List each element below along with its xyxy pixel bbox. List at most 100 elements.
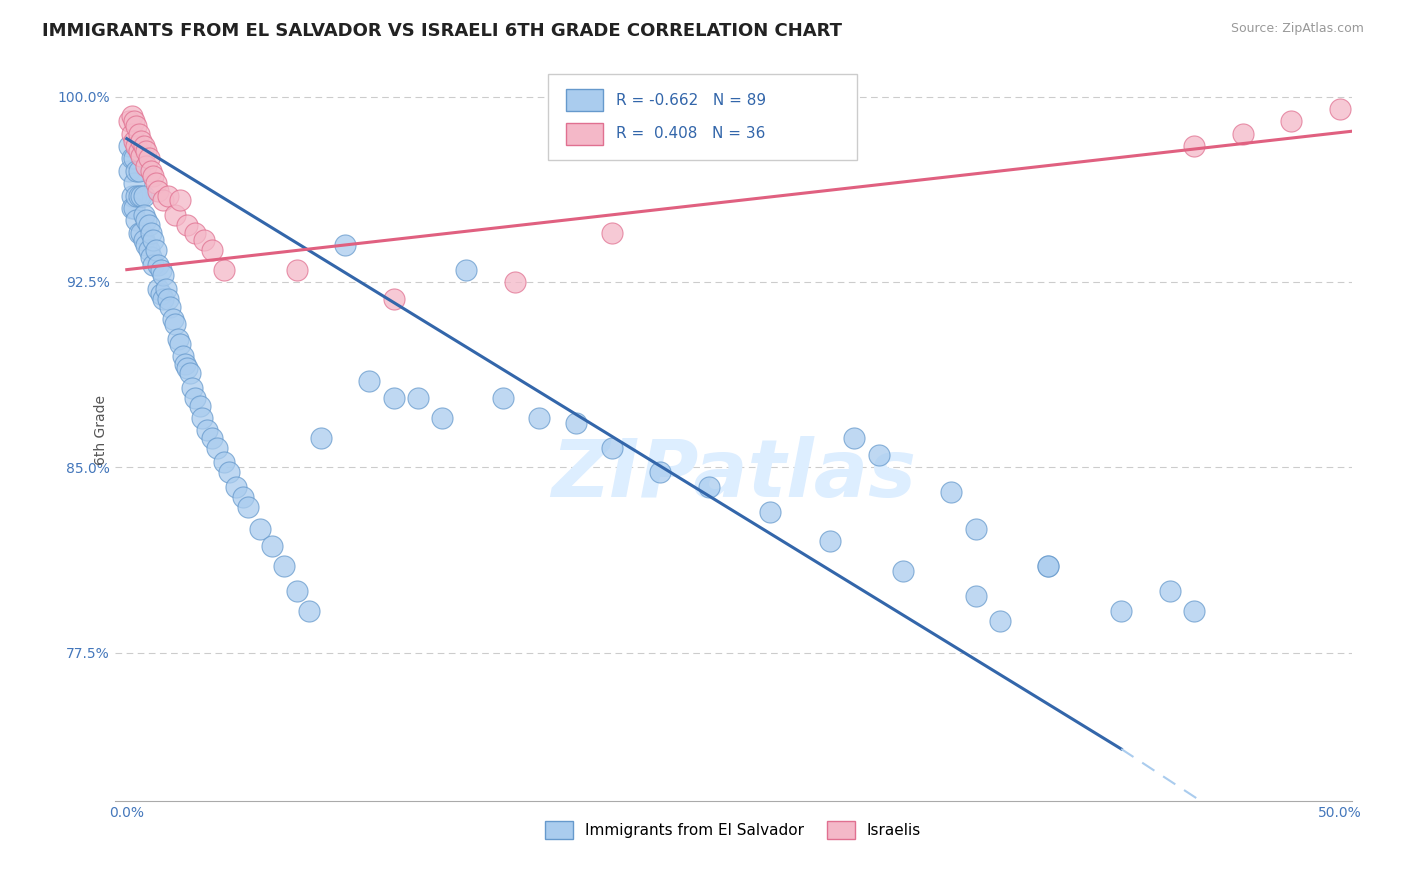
Point	[132, 139, 155, 153]
Point	[212, 262, 235, 277]
Bar	[567, 122, 603, 145]
Point	[128, 188, 150, 202]
Point	[1182, 139, 1205, 153]
Point	[145, 243, 167, 257]
Point	[1279, 114, 1302, 128]
Point	[965, 522, 987, 536]
Point	[148, 184, 170, 198]
Point	[600, 226, 623, 240]
Point	[183, 226, 205, 240]
Point	[135, 238, 157, 252]
Point	[165, 208, 187, 222]
Point	[152, 194, 174, 208]
Point	[165, 317, 187, 331]
Point	[132, 188, 155, 202]
Point	[121, 127, 143, 141]
Point	[176, 218, 198, 232]
Point	[193, 233, 215, 247]
Text: R = -0.662   N = 89: R = -0.662 N = 89	[616, 93, 766, 108]
Point	[121, 201, 143, 215]
Point	[128, 127, 150, 141]
Point	[236, 500, 259, 514]
Point	[121, 152, 143, 166]
Point	[122, 152, 145, 166]
Point	[169, 194, 191, 208]
Point	[181, 381, 204, 395]
Point	[273, 559, 295, 574]
Point	[188, 399, 211, 413]
Point	[1159, 583, 1181, 598]
Point	[844, 431, 866, 445]
Y-axis label: 6th Grade: 6th Grade	[94, 395, 108, 466]
Text: Source: ZipAtlas.com: Source: ZipAtlas.com	[1230, 22, 1364, 36]
Point	[149, 287, 172, 301]
Point	[122, 176, 145, 190]
Point	[169, 336, 191, 351]
Point	[125, 213, 148, 227]
Point	[382, 391, 405, 405]
Point	[503, 275, 526, 289]
Point	[262, 540, 284, 554]
Point	[174, 357, 197, 371]
Point	[1329, 102, 1351, 116]
Point	[941, 485, 963, 500]
Point	[359, 374, 381, 388]
Point	[125, 139, 148, 153]
Point	[155, 282, 177, 296]
Point	[125, 188, 148, 202]
Point	[131, 226, 153, 240]
Point	[527, 410, 550, 425]
Point	[232, 490, 254, 504]
Point	[128, 163, 150, 178]
Point	[1109, 604, 1132, 618]
Point	[430, 410, 453, 425]
Point	[132, 208, 155, 222]
Point	[1038, 559, 1060, 574]
Point	[128, 144, 150, 158]
Point	[309, 431, 332, 445]
Point	[125, 120, 148, 134]
Point	[201, 243, 224, 257]
Point	[697, 480, 720, 494]
Point	[176, 361, 198, 376]
Point	[142, 233, 165, 247]
Point	[195, 423, 218, 437]
Point	[135, 144, 157, 158]
Point	[148, 258, 170, 272]
Legend: Immigrants from El Salvador, Israelis: Immigrants from El Salvador, Israelis	[540, 815, 927, 845]
Point	[162, 312, 184, 326]
Point	[225, 480, 247, 494]
Point	[285, 583, 308, 598]
Point	[166, 332, 188, 346]
Point	[191, 410, 214, 425]
Bar	[567, 89, 603, 112]
Point	[492, 391, 515, 405]
Point	[868, 448, 890, 462]
Point	[138, 152, 160, 166]
Point	[1232, 127, 1254, 141]
Point	[285, 262, 308, 277]
Point	[891, 564, 914, 578]
Point	[138, 218, 160, 232]
Point	[172, 349, 194, 363]
Point	[121, 188, 143, 202]
Point	[152, 293, 174, 307]
Point	[152, 268, 174, 282]
Point	[333, 238, 356, 252]
Point	[205, 441, 228, 455]
Point	[118, 163, 141, 178]
Point	[179, 367, 201, 381]
Point	[118, 114, 141, 128]
Point	[131, 134, 153, 148]
Point	[298, 604, 321, 618]
Point	[122, 114, 145, 128]
Point	[139, 163, 162, 178]
Point	[135, 159, 157, 173]
Point	[406, 391, 429, 405]
Point	[135, 213, 157, 227]
Point	[149, 262, 172, 277]
Text: IMMIGRANTS FROM EL SALVADOR VS ISRAELI 6TH GRADE CORRELATION CHART: IMMIGRANTS FROM EL SALVADOR VS ISRAELI 6…	[42, 22, 842, 40]
Point	[118, 139, 141, 153]
Point	[382, 293, 405, 307]
Point	[139, 226, 162, 240]
